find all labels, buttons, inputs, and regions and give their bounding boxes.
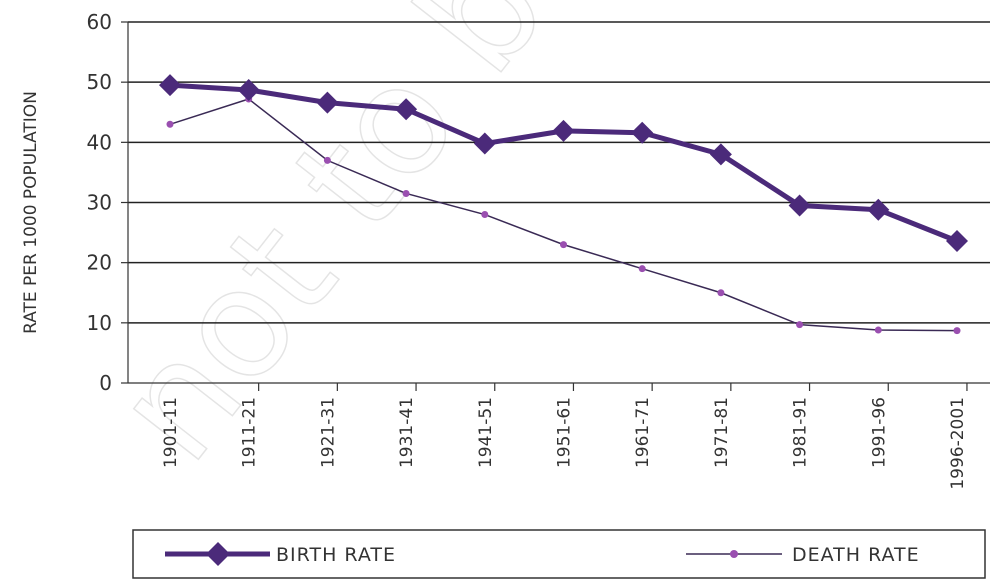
point-birth-rate: [788, 194, 811, 217]
point-birth-rate: [237, 78, 260, 101]
point-birth-rate: [867, 198, 890, 221]
y-tick-label: 0: [99, 371, 112, 395]
point-birth-rate: [159, 74, 181, 97]
y-tick-label: 60: [87, 10, 112, 34]
y-tick-label: 50: [87, 70, 112, 94]
y-tick-labels: 0 10 20 30 40 50 60: [87, 10, 112, 395]
axes: [121, 21, 990, 391]
point-birth-rate: [946, 230, 968, 253]
legend-marker-birth-rate: [206, 542, 230, 566]
point-death-rate: [638, 265, 646, 273]
watermark: not to be re: [81, 0, 760, 493]
series: [159, 74, 968, 335]
x-tick-label: 1996-2001: [948, 397, 968, 490]
point-death-rate: [481, 211, 489, 219]
point-death-rate: [560, 241, 567, 249]
gridlines: [128, 21, 990, 324]
point-death-rate: [402, 189, 410, 197]
x-tick-label: 1951-61: [555, 397, 575, 468]
point-death-rate: [953, 327, 961, 335]
legend-box: [132, 529, 986, 579]
point-birth-rate: [552, 119, 575, 142]
legend-label-death-rate: DEATH RATE: [792, 544, 920, 566]
point-birth-rate: [395, 98, 418, 121]
point-death-rate: [166, 120, 174, 128]
legend: BIRTH RATE DEATH RATE: [132, 529, 986, 579]
x-tick-label: 1991-96: [869, 397, 889, 468]
point-birth-rate: [473, 132, 496, 155]
y-tick-label: 40: [87, 130, 112, 154]
y-tick-label: 20: [87, 251, 112, 275]
x-tick-label: 1941-51: [476, 397, 496, 468]
point-birth-rate: [709, 143, 732, 166]
y-axis-label: RATE PER 1000 POPULATION: [21, 91, 41, 334]
point-death-rate: [323, 156, 331, 164]
x-tick-labels: 1901-11 1911-21 1921-31 1931-41 1941-51 1951-…: [161, 397, 968, 490]
x-tick-label: 1901-11: [161, 397, 181, 468]
y-tick-label: 30: [87, 191, 112, 215]
x-tick-label: 1961-71: [633, 397, 653, 468]
point-birth-rate: [316, 91, 339, 114]
x-tick-label: 1921-31: [318, 397, 338, 468]
point-birth-rate: [631, 121, 654, 144]
x-tick-label: 1981-91: [791, 397, 811, 468]
watermark-text: not to be re: [81, 0, 758, 492]
x-tick-label: 1931-41: [397, 397, 417, 468]
y-tick-label: 10: [87, 311, 112, 335]
point-death-rate: [717, 289, 725, 297]
legend-label-birth-rate: BIRTH RATE: [276, 544, 396, 566]
point-death-rate: [796, 321, 804, 329]
x-tick-label: 1911-21: [240, 397, 260, 468]
legend-marker-death-rate: [730, 550, 738, 558]
point-death-rate: [874, 326, 882, 334]
x-tick-label: 1971-81: [712, 397, 732, 468]
